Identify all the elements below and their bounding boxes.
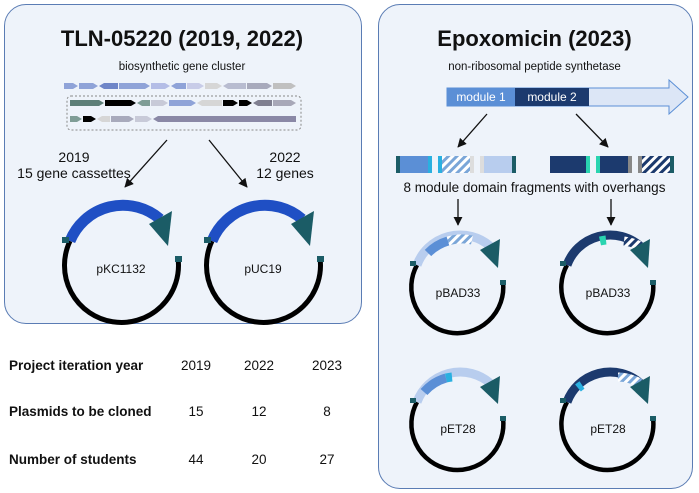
left-panel-subtitle: biosynthetic gene cluster (118, 61, 246, 73)
label-2022-year: 2022 (269, 149, 301, 165)
module-2-block (515, 88, 589, 106)
right-panel-subtitle: non-ribosomal peptide synthetase (448, 61, 621, 73)
arrow-to-puc19 (208, 139, 248, 188)
table-row-label: Project iteration year (9, 358, 144, 373)
table-cell: 2019 (180, 358, 212, 373)
module-1-block (447, 88, 515, 106)
gene-arrow (197, 100, 222, 106)
module2-fragments (550, 156, 674, 173)
label-2022-desc: 12 genes (256, 165, 314, 181)
gene-arrow (137, 100, 150, 106)
plasmid-pet28-right (559, 367, 656, 473)
gene-arrow (153, 116, 296, 122)
gene-arrow (79, 83, 98, 89)
cluster-box (66, 95, 302, 131)
table-cell: 12 (251, 404, 267, 419)
module-1-label: module 1 (456, 90, 506, 104)
plasmid-puc19 (203, 199, 324, 325)
gene-arrow (151, 100, 168, 106)
table-cell: 44 (188, 452, 204, 467)
plasmid-pbad33-left (409, 230, 506, 336)
arrow-module2 (575, 113, 609, 148)
table-cell: 15 (188, 404, 204, 419)
table-cell: 2022 (243, 358, 275, 373)
plasmid-label-pet28-left: pET28 (440, 422, 476, 436)
label-2019-desc: 15 gene cassettes (17, 165, 131, 181)
gene-arrow (205, 83, 222, 89)
gene-arrow (111, 116, 134, 122)
gene-arrow (247, 83, 272, 89)
table-cell: 2023 (311, 358, 343, 373)
fragments-label: 8 module domain fragments with overhangs (403, 180, 666, 195)
gene-arrow (70, 100, 104, 106)
gene-arrow (119, 83, 150, 89)
gene-arrow (273, 83, 296, 89)
plasmid-pet28-left (409, 367, 506, 473)
gene-arrow (171, 83, 186, 89)
table-row-label: Number of students (9, 452, 137, 467)
table-row-label: Plasmids to be cloned (9, 404, 152, 419)
module1-fragments (396, 156, 516, 173)
module-2-label: module 2 (527, 90, 577, 104)
gene-arrow (151, 83, 170, 89)
label-2019-year: 2019 (58, 149, 90, 165)
table-cell: 27 (319, 452, 335, 467)
gene-arrow (239, 100, 252, 106)
gene-arrow (273, 100, 296, 106)
gene-arrow (64, 83, 78, 89)
gene-cluster (64, 83, 302, 131)
gene-arrow (169, 100, 196, 106)
table-cell: 20 (251, 452, 267, 467)
plasmid-label-pbad33-left: pBAD33 (435, 286, 481, 300)
arrow-to-pkc1132 (124, 139, 168, 188)
gene-arrow (223, 83, 246, 89)
gene-arrow (83, 116, 96, 122)
plasmid-label-pet28-right: pET28 (590, 422, 626, 436)
plasmid-label-pbad33-right: pBAD33 (585, 286, 631, 300)
plasmid-label-puc19: pUC19 (244, 262, 282, 276)
gene-arrow (99, 83, 118, 89)
gene-arrow (253, 100, 272, 106)
nrps-arrow (446, 78, 689, 116)
gene-arrow (135, 116, 152, 122)
gene-arrow (70, 116, 82, 122)
gene-arrow (187, 83, 204, 89)
plasmid-label-pkc1132: pKC1132 (96, 262, 146, 276)
plasmid-pkc1132 (61, 199, 182, 325)
gene-arrow (105, 100, 136, 106)
plasmid-pbad33-right (559, 230, 656, 336)
right-panel-title: Epoxomicin (2023) (437, 26, 632, 51)
table-cell: 8 (323, 404, 331, 419)
arrow-module1 (457, 113, 488, 148)
gene-arrow (97, 116, 110, 122)
gene-arrow (223, 100, 238, 106)
left-panel-title: TLN-05220 (2019, 2022) (60, 26, 304, 51)
